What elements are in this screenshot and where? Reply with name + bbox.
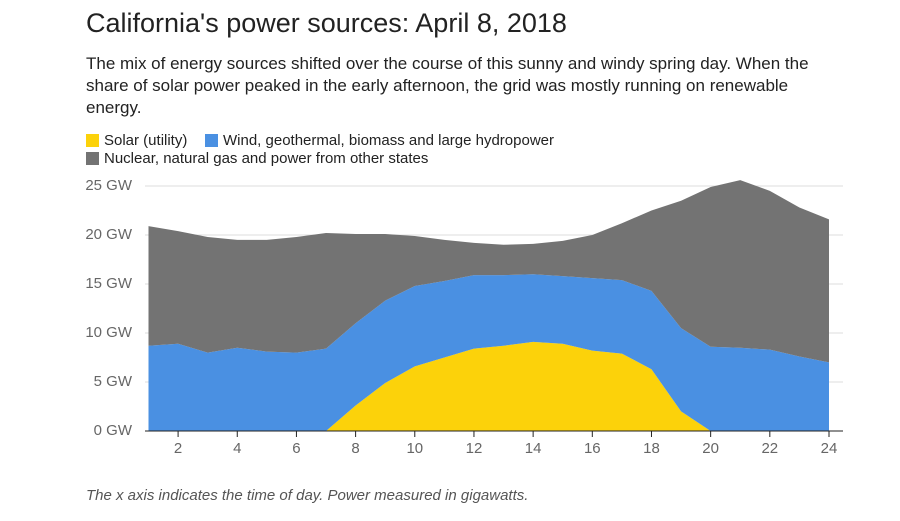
y-tick-label: 20 GW — [85, 226, 133, 243]
x-tick-label: 22 — [761, 440, 778, 457]
legend-label: Nuclear, natural gas and power from othe… — [104, 150, 428, 167]
x-tick-label: 12 — [466, 440, 483, 457]
x-tick-label: 14 — [525, 440, 542, 457]
x-tick-label: 16 — [584, 440, 601, 457]
x-tick-label: 24 — [821, 440, 838, 457]
x-tick-label: 20 — [702, 440, 719, 457]
x-tick-label: 2 — [174, 440, 182, 457]
area — [148, 180, 829, 363]
area — [148, 341, 829, 431]
x-tick-label: 4 — [233, 440, 241, 457]
chart: Solar (utility) Wind, geothermal, biomass… — [85, 132, 843, 457]
chart-title: California's power sources: April 8, 201… — [86, 8, 567, 38]
chart-note: The x axis indicates the time of day. Po… — [86, 487, 529, 504]
legend-swatch — [86, 152, 99, 165]
y-tick-label: 0 GW — [94, 422, 133, 439]
legend-swatch — [205, 134, 218, 147]
x-tick-label: 18 — [643, 440, 660, 457]
x-tick-label: 8 — [351, 440, 359, 457]
y-tick-label: 25 GW — [85, 177, 133, 194]
legend-swatch — [86, 134, 99, 147]
area — [148, 274, 829, 431]
x-tick-label: 6 — [292, 440, 300, 457]
legend-label: Wind, geothermal, biomass and large hydr… — [223, 132, 554, 149]
chart-subtitle: The mix of energy sources shifted over t… — [86, 54, 809, 117]
y-tick-label: 10 GW — [85, 324, 133, 341]
y-tick-label: 15 GW — [85, 275, 133, 292]
legend-label: Solar (utility) — [104, 132, 187, 149]
y-tick-label: 5 GW — [94, 373, 133, 390]
x-tick-label: 10 — [406, 440, 423, 457]
